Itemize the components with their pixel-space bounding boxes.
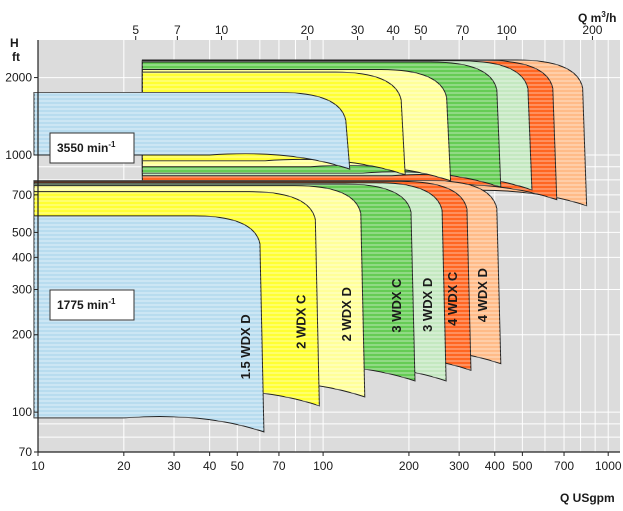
- y-tick-label: 200: [12, 328, 32, 342]
- model-label-2-wdx-c: 2 WDX C: [293, 294, 308, 349]
- y-tick-label: 700: [12, 188, 32, 202]
- top-tick-label: 40: [386, 23, 400, 37]
- x-axis-label-top: Q m3/h: [578, 10, 616, 25]
- y-axis-label-h: H: [10, 36, 19, 50]
- y-tick-label: 500: [12, 225, 32, 239]
- y-tick-label: 2000: [5, 71, 32, 85]
- top-tick-label: 200: [582, 23, 602, 37]
- tick-labels: 10 20 30 40 50 70 100 200 300 400 500 700 1000 5 7 10 20…: [5, 23, 622, 473]
- speed-label-1775: 1775 min-1: [49, 289, 135, 321]
- x-tick-label: 500: [512, 459, 532, 473]
- model-label-1-5-wdx-d: 1.5 WDX D: [238, 314, 253, 379]
- top-tick-label: 50: [414, 23, 428, 37]
- x-tick-label: 50: [231, 459, 245, 473]
- x-tick-label: 10: [31, 459, 45, 473]
- y-axis-label-ft: ft: [12, 50, 20, 64]
- x-tick-label: 100: [313, 459, 333, 473]
- model-label-4-wdx-d: 4 WDX D: [475, 268, 490, 322]
- model-label-2-wdx-d: 2 WDX D: [339, 287, 354, 341]
- curve-hatch: [34, 215, 264, 432]
- top-tick-label: 20: [301, 23, 315, 37]
- svg-text:3550 min-1: 3550 min-1: [57, 140, 116, 155]
- x-tick-label: 70: [272, 459, 286, 473]
- axis-frame: [37, 40, 620, 453]
- top-tick-label: 7: [174, 23, 181, 37]
- x-tick-label: 30: [167, 459, 181, 473]
- x-tick-label: 1000: [595, 459, 622, 473]
- top-tick-label: 70: [456, 23, 470, 37]
- svg-text:1775 min-1: 1775 min-1: [57, 297, 116, 312]
- model-label-4-wdx-c: 4 WDX C: [445, 271, 460, 326]
- top-tick-label: 30: [351, 23, 365, 37]
- x-axis-label-bottom: Q USgpm: [560, 491, 615, 505]
- y-tick-label: 300: [12, 282, 32, 296]
- x-tick-label: 40: [203, 459, 217, 473]
- y-tick-label: 1000: [5, 148, 32, 162]
- y-tick-label: 70: [19, 445, 33, 459]
- y-tick-label: 100: [12, 405, 32, 419]
- curve-1775-1-5-wdx-d: [33, 215, 265, 433]
- x-tick-label: 200: [399, 459, 419, 473]
- model-label-3-wdx-c: 3 WDX C: [389, 278, 404, 333]
- x-tick-label: 300: [449, 459, 469, 473]
- model-label-3-wdx-d: 3 WDX D: [420, 278, 435, 332]
- x-tick-label: 700: [554, 459, 574, 473]
- curve-areas: 4 WDX D 4 WDX C 3 WDX D 3 WDX C 2 WDX D 2 WDX…: [33, 59, 588, 433]
- top-tick-label: 10: [215, 23, 229, 37]
- x-tick-label: 400: [485, 459, 505, 473]
- top-tick-label: 5: [132, 23, 139, 37]
- top-tick-label: 100: [497, 23, 517, 37]
- y-tick-label: 400: [12, 250, 32, 264]
- x-tick-label: 20: [117, 459, 131, 473]
- speed-label-3550: 3550 min-1: [49, 132, 135, 164]
